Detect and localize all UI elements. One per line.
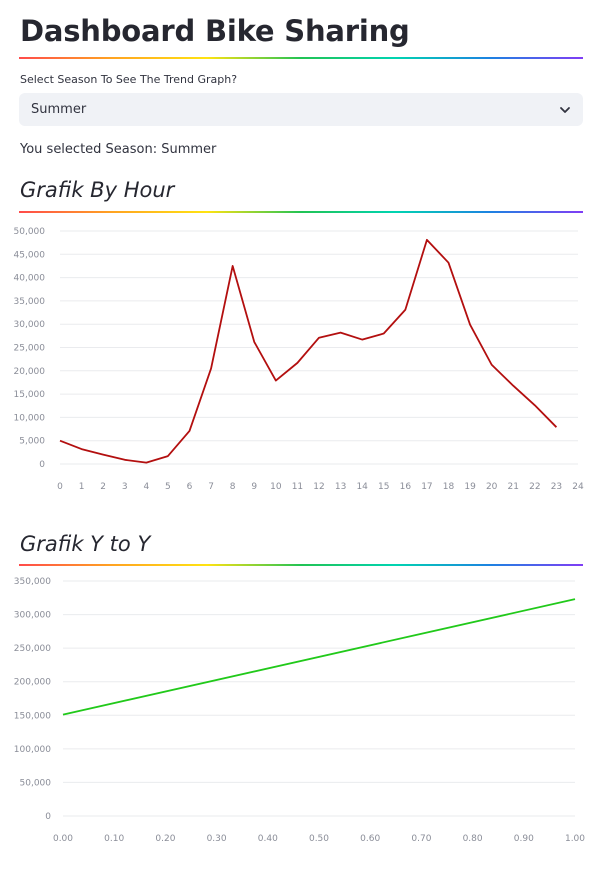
x-tick-label: 16 xyxy=(400,482,412,492)
data-point[interactable] xyxy=(402,307,408,313)
y-tick-label: 45,000 xyxy=(14,250,46,260)
y-tick-label: 5,000 xyxy=(19,437,45,447)
x-tick-label: 6 xyxy=(187,482,193,492)
x-tick-label: 12 xyxy=(313,482,324,492)
x-tick-label: 8 xyxy=(230,482,236,492)
data-point[interactable] xyxy=(251,339,257,345)
x-tick-label: 0.20 xyxy=(155,834,175,844)
x-tick-label: 5 xyxy=(165,482,171,492)
season-select[interactable]: Summer xyxy=(19,93,583,126)
series-line[interactable] xyxy=(59,238,558,464)
x-tick-label: 2 xyxy=(100,482,106,492)
y-tick-label: 20,000 xyxy=(14,367,46,377)
y-tick-label: 0 xyxy=(39,460,45,470)
x-tick-label: 7 xyxy=(208,482,214,492)
x-tick-label: 0.60 xyxy=(360,834,380,844)
y-tick-label: 15,000 xyxy=(14,390,46,400)
by-hour-chart[interactable]: 0 5,000 10,000 15,000 20,000 25,000 30,000 35,0… xyxy=(0,220,609,500)
data-point[interactable] xyxy=(100,452,106,458)
x-tick-label: 17 xyxy=(421,482,432,492)
x-tick-label: 0.40 xyxy=(258,834,278,844)
data-point[interactable] xyxy=(294,360,300,366)
x-tick-label: 3 xyxy=(122,482,128,492)
page-title: Dashboard Bike Sharing xyxy=(20,14,410,48)
y-tick-label: 100,000 xyxy=(14,745,51,755)
x-tick-label: 1.00 xyxy=(565,834,585,844)
by-hour-title: Grafik By Hour xyxy=(20,178,175,202)
data-point[interactable] xyxy=(510,383,516,389)
data-point[interactable] xyxy=(208,365,214,371)
data-point[interactable] xyxy=(57,438,63,444)
data-point[interactable] xyxy=(553,424,559,430)
data-point[interactable] xyxy=(532,402,538,408)
y-tick-label: 35,000 xyxy=(14,297,46,307)
data-point[interactable] xyxy=(122,457,128,463)
x-tick-label: 23 xyxy=(551,482,562,492)
data-point[interactable] xyxy=(489,362,495,368)
x-tick-label: 22 xyxy=(529,482,540,492)
data-point[interactable] xyxy=(338,330,344,336)
yoy-divider xyxy=(19,564,583,566)
data-point[interactable] xyxy=(143,460,149,466)
y-tick-label: 40,000 xyxy=(14,274,46,284)
yoy-chart[interactable]: 0 50,000 100,000 150,000 200,000 250,000 300,0… xyxy=(0,570,609,850)
data-point[interactable] xyxy=(187,428,193,434)
x-tick-label: 13 xyxy=(335,482,346,492)
y-tick-label: 250,000 xyxy=(14,644,51,654)
chevron-down-icon[interactable] xyxy=(559,104,571,116)
season-select-label: Select Season To See The Trend Graph? xyxy=(20,73,238,86)
series-line[interactable] xyxy=(62,598,576,716)
y-tick-label: 50,000 xyxy=(20,778,52,788)
data-point[interactable] xyxy=(446,260,452,266)
title-divider xyxy=(19,57,583,59)
x-tick-label: 0.70 xyxy=(411,834,431,844)
yoy-title: Grafik Y to Y xyxy=(20,532,151,556)
season-select-value: Summer xyxy=(31,102,87,117)
x-tick-label: 4 xyxy=(143,482,149,492)
x-tick-label: 14 xyxy=(356,482,368,492)
y-tick-label: 0 xyxy=(45,812,51,822)
y-tick-label: 300,000 xyxy=(14,611,51,621)
x-tick-label: 0 xyxy=(57,482,63,492)
y-tick-label: 10,000 xyxy=(14,413,46,423)
x-tick-label: 20 xyxy=(486,482,498,492)
x-tick-label: 0.90 xyxy=(514,834,534,844)
by-hour-divider xyxy=(19,211,583,213)
x-tick-label: 18 xyxy=(443,482,455,492)
x-tick-label: 24 xyxy=(572,482,584,492)
data-point[interactable] xyxy=(60,712,66,718)
data-point[interactable] xyxy=(165,453,171,459)
x-tick-label: 0.00 xyxy=(53,834,73,844)
x-tick-label: 0.50 xyxy=(309,834,329,844)
y-tick-label: 25,000 xyxy=(14,344,46,354)
x-tick-label: 21 xyxy=(508,482,519,492)
data-point[interactable] xyxy=(381,331,387,337)
selection-message: You selected Season: Summer xyxy=(20,142,217,157)
data-point[interactable] xyxy=(316,335,322,341)
x-tick-label: 0.10 xyxy=(104,834,124,844)
x-tick-label: 15 xyxy=(378,482,389,492)
data-point[interactable] xyxy=(467,322,473,328)
data-point[interactable] xyxy=(273,378,279,384)
y-tick-label: 350,000 xyxy=(14,577,51,587)
y-tick-label: 50,000 xyxy=(14,227,46,237)
y-tick-label: 200,000 xyxy=(14,678,51,688)
x-tick-label: 10 xyxy=(270,482,282,492)
x-tick-label: 1 xyxy=(79,482,85,492)
data-point[interactable] xyxy=(424,237,430,243)
y-tick-label: 150,000 xyxy=(14,711,51,721)
data-point[interactable] xyxy=(572,596,578,602)
data-point[interactable] xyxy=(230,263,236,269)
x-tick-label: 0.80 xyxy=(463,834,483,844)
x-tick-label: 11 xyxy=(292,482,303,492)
x-tick-label: 0.30 xyxy=(207,834,227,844)
y-tick-label: 30,000 xyxy=(14,320,46,330)
data-point[interactable] xyxy=(359,337,365,343)
x-tick-label: 19 xyxy=(464,482,476,492)
data-point[interactable] xyxy=(79,446,85,452)
x-tick-label: 9 xyxy=(251,482,257,492)
